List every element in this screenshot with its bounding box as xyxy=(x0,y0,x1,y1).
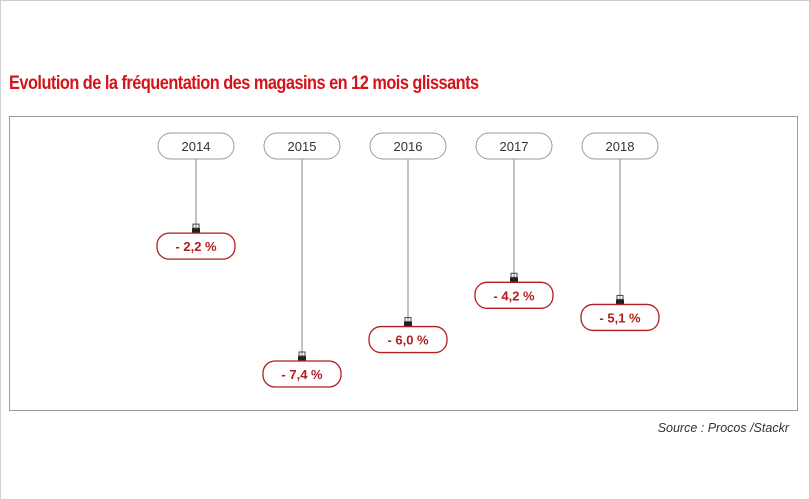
source-note: Source : Procos /Stackr xyxy=(657,421,789,435)
value-pill xyxy=(262,360,342,388)
binder-clip xyxy=(298,356,306,361)
binder-clip xyxy=(192,228,200,234)
binder-clip xyxy=(616,299,624,305)
binder-clip-handle xyxy=(298,351,306,357)
value-label: - 5,1 % xyxy=(599,310,641,325)
binder-clip-handle xyxy=(192,223,200,229)
chart-panel xyxy=(9,116,798,411)
year-label: 2014 xyxy=(182,139,211,154)
chart-title: Evolution de la fréquentation des magasi… xyxy=(9,73,479,94)
binder-clip-handle xyxy=(404,317,412,323)
binder-clip-handle xyxy=(510,272,518,278)
value-label: - 6,0 % xyxy=(387,333,429,348)
value-pill xyxy=(580,303,660,332)
year-label: 2017 xyxy=(500,139,529,154)
binder-clip xyxy=(404,321,412,327)
year-label: 2015 xyxy=(288,139,317,154)
value-pill xyxy=(474,281,554,309)
binder-clip xyxy=(510,277,518,283)
binder-clip-handle xyxy=(616,294,624,300)
value-pill xyxy=(156,232,236,260)
year-label: 2018 xyxy=(606,139,635,154)
value-pill xyxy=(368,325,448,354)
value-label: - 2,2 % xyxy=(175,239,217,254)
year-label: 2016 xyxy=(394,139,423,154)
value-label: - 7,4 % xyxy=(281,367,323,382)
value-label: - 4,2 % xyxy=(493,288,535,303)
